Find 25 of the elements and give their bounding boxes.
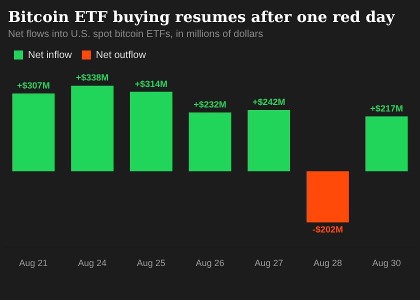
x-tick-label: Aug 21 xyxy=(19,258,48,268)
bar xyxy=(248,110,290,172)
x-tick-label: Aug 25 xyxy=(136,258,166,268)
legend-label: Net inflow xyxy=(28,50,73,61)
x-tick-label: Aug 26 xyxy=(196,258,224,268)
data-label: +$242M xyxy=(252,96,286,107)
data-label: +$314M xyxy=(134,78,168,89)
bar xyxy=(130,92,172,172)
x-tick-label: Aug 27 xyxy=(254,258,284,268)
legend-label: Net outflow xyxy=(96,50,147,61)
bar xyxy=(71,86,114,172)
data-label: -$202M xyxy=(312,224,343,234)
data-label: +$232M xyxy=(194,100,226,110)
chart-title: Bitcoin ETF buying resumes after one red day xyxy=(8,8,396,26)
x-tick-label: Aug 30 xyxy=(372,258,401,268)
bar xyxy=(188,112,232,172)
data-label: +$217M xyxy=(370,103,403,114)
chart-subtitle: Net flows into U.S. spot bitcoin ETFs, in millions of dollars xyxy=(8,29,264,40)
x-tick-label: Aug 28 xyxy=(313,258,342,268)
data-label: +$338M xyxy=(76,72,109,83)
data-label: +$307M xyxy=(17,80,50,91)
bar xyxy=(12,94,55,172)
bar xyxy=(306,171,349,222)
bar xyxy=(365,116,408,172)
x-tick-label: Aug 24 xyxy=(78,258,107,268)
